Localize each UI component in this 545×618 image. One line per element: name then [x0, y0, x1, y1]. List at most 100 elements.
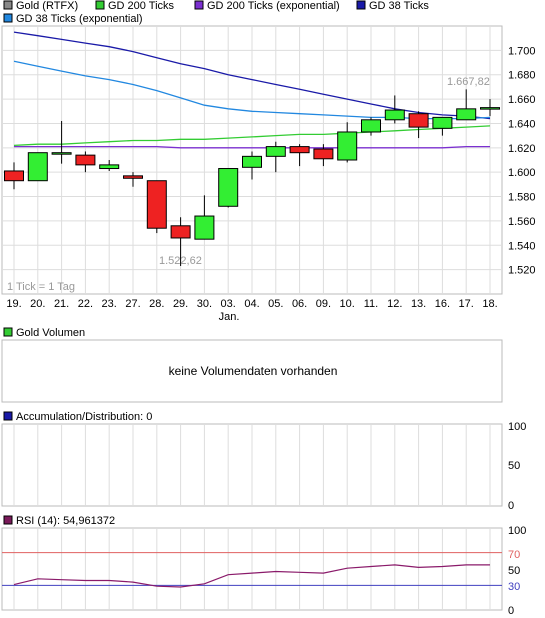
candlesticks: [4, 89, 500, 266]
legend-label-gd200: GD 200 Ticks: [108, 0, 175, 12]
price-y-tick-label: 1.540: [508, 240, 536, 252]
candle-up: [456, 108, 477, 121]
volume-message: keine Volumendaten vorhanden: [169, 364, 338, 378]
price-y-tick-label: 1.660: [508, 94, 536, 106]
legend-item-gd200: GD 200 Ticks: [95, 0, 175, 12]
candle-down: [313, 148, 334, 160]
rsi-tick-50: 50: [508, 565, 520, 577]
candle-down: [289, 146, 310, 154]
x-tick-label: 17.: [459, 298, 474, 310]
candle-up: [361, 119, 381, 133]
x-tick-label: 18.: [482, 298, 497, 310]
high-annotation: 1.667,82: [447, 76, 490, 88]
legend-swatch-gd38: [356, 0, 366, 10]
x-tick-label: 03.: [221, 298, 236, 310]
candle-up: [51, 152, 72, 155]
x-tick-label: 29.: [173, 298, 188, 310]
x-tick-label: 04.: [244, 298, 259, 310]
candle-up: [218, 168, 239, 207]
ad-tick-50: 50: [508, 460, 520, 472]
price-y-tick-label: 1.700: [508, 45, 536, 57]
legend-label-gd38: GD 38 Ticks: [369, 0, 429, 12]
legend-swatch-gd38-exp: [3, 13, 13, 23]
price-y-tick-label: 1.560: [508, 216, 536, 228]
candle-down: [75, 154, 96, 166]
legend-item-gd38-exp: GD 38 Ticks (exponential): [3, 13, 143, 25]
legend-label-gd38-exp: GD 38 Ticks (exponential): [16, 13, 143, 25]
ad-title: Accumulation/Distribution: 0: [16, 411, 152, 423]
legend-label-gold: Gold (RTFX): [16, 0, 78, 12]
x-axis-labels: 19. 20. 21. 22. 23. 27. 28. 29. 30. 03. 04. 05. 06. 0…: [6, 298, 497, 310]
x-tick-label: 27.: [125, 298, 140, 310]
x-tick-label: 19.: [6, 298, 21, 310]
legend-swatch-gold: [3, 0, 13, 10]
candle-up: [480, 107, 500, 110]
volume-title: Gold Volumen: [16, 327, 85, 339]
legend-item-gold: Gold (RTFX): [3, 0, 78, 12]
x-tick-label: 05.: [268, 298, 283, 310]
ad-icon: [3, 411, 13, 421]
x-tick-label: 16.: [435, 298, 450, 310]
candle-up: [265, 146, 286, 157]
candle-down: [123, 175, 143, 179]
x-tick-label: 13.: [411, 298, 426, 310]
price-y-tick-label: 1.600: [508, 167, 536, 179]
price-vertical-grid: [13, 26, 491, 294]
rsi-panel: RSI (14): 54,961372 100 70 50 30 0: [1, 515, 526, 617]
price-y-tick-label: 1.680: [508, 70, 536, 82]
x-tick-label: 10.: [340, 298, 355, 310]
ad-tick-0: 0: [508, 500, 514, 512]
legend: Gold (RTFX) GD 200 Ticks GD 200 Ticks (e…: [3, 0, 429, 25]
price-y-tick-label: 1.620: [508, 143, 536, 155]
price-chart: 1.520 1.540 1.560 1.580 1.600 1.620 1.640 1.660…: [1, 25, 536, 295]
candle-down: [170, 225, 191, 239]
price-y-tick-label: 1.640: [508, 118, 536, 130]
x-tick-label: 12.: [387, 298, 402, 310]
legend-swatch-gd200: [95, 0, 105, 10]
legend-item-gd38: GD 38 Ticks: [356, 0, 429, 12]
x-tick-label: 30.: [197, 298, 212, 310]
candle-down: [408, 113, 429, 128]
candle-up: [27, 152, 48, 182]
volume-icon: [3, 327, 13, 337]
price-y-tick-label: 1.580: [508, 192, 536, 204]
moving-average-line: [13, 31, 491, 120]
price-y-axis: 1.520 1.540 1.560 1.580 1.600 1.620 1.640 1.660…: [508, 45, 536, 276]
x-tick-label: 28.: [149, 298, 164, 310]
legend-swatch-gd200-exp: [194, 0, 204, 10]
ad-vertical-grid: [13, 424, 491, 506]
candle-down: [4, 170, 24, 182]
x-tick-label: 09.: [316, 298, 331, 310]
x-tick-label: 11.: [364, 298, 378, 310]
candle-up: [242, 155, 262, 168]
moving-average-line: [13, 125, 491, 147]
x-tick-label: 22.: [78, 298, 93, 310]
rsi-tick-30: 30: [508, 581, 520, 593]
candle-up: [194, 215, 215, 240]
x-tick-label: 06.: [292, 298, 307, 310]
rsi-tick-0: 0: [508, 605, 514, 617]
candle-up: [384, 109, 405, 121]
x-tick-label: 23.: [102, 298, 117, 310]
rsi-icon: [3, 515, 13, 525]
moving-average-line: [14, 145, 490, 149]
rsi-line: [13, 564, 490, 588]
rsi-tick-100: 100: [508, 525, 526, 537]
candle-up: [432, 116, 453, 129]
low-annotation: 1.522,62: [159, 255, 202, 267]
rsi-vertical-grid: [13, 528, 491, 610]
volume-frame: [1, 339, 503, 403]
candle-down: [146, 180, 167, 229]
candle-up: [337, 131, 358, 161]
month-label: Jan.: [219, 311, 240, 323]
ad-panel: Accumulation/Distribution: 0 100 50 0: [1, 411, 526, 512]
volume-panel: Gold Volumen keine Volumendaten vorhande…: [1, 327, 503, 403]
x-tick-label: 20.: [30, 298, 45, 310]
rsi-title: RSI (14): 54,961372: [16, 515, 115, 527]
legend-item-gd200-exp: GD 200 Ticks (exponential): [194, 0, 340, 12]
candle-up: [99, 164, 120, 170]
rsi-tick-70: 70: [508, 549, 520, 561]
tick-note: 1 Tick = 1 Tag: [7, 281, 75, 293]
legend-label-gd200-exp: GD 200 Ticks (exponential): [207, 0, 340, 12]
